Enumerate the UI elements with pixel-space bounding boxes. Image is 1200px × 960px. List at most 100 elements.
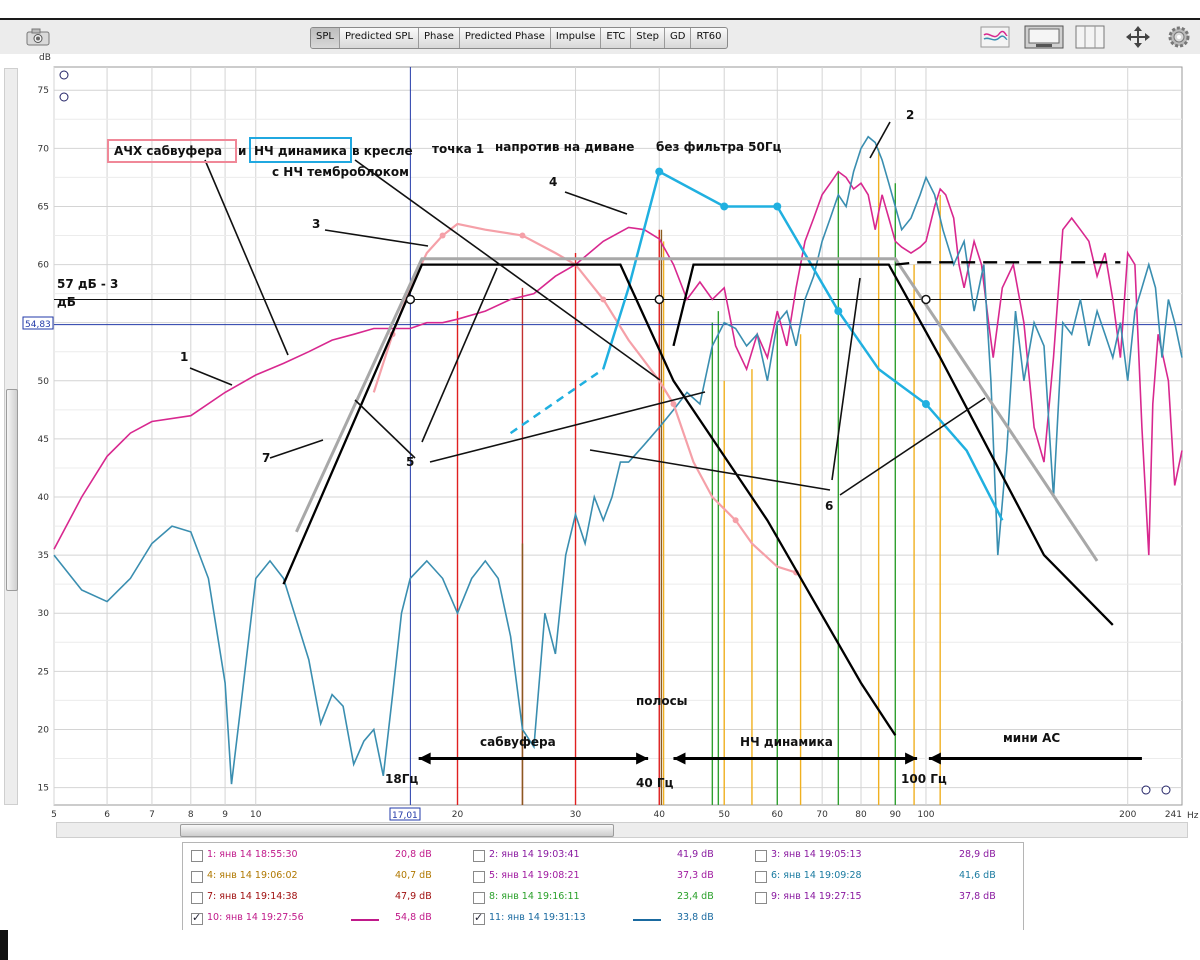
horizontal-scroll-thumb[interactable] bbox=[180, 824, 614, 837]
x-tick-label: 7 bbox=[149, 810, 155, 820]
y-tick-label: 20 bbox=[38, 725, 50, 735]
x-tick-label: 50 bbox=[718, 810, 730, 820]
legend-label[interactable]: 5: янв 14 19:08:21 bbox=[489, 870, 580, 881]
x-tick-label: 10 bbox=[250, 810, 262, 820]
legend-checkbox[interactable] bbox=[473, 892, 485, 904]
camera-icon[interactable] bbox=[26, 28, 50, 46]
split-view-icon[interactable] bbox=[1075, 25, 1105, 49]
move-arrows-icon[interactable] bbox=[1123, 25, 1153, 49]
y-tick-label: 30 bbox=[38, 609, 50, 619]
legend-label[interactable]: 1: янв 14 18:55:30 bbox=[207, 849, 298, 860]
cyan-curve-point bbox=[773, 202, 782, 211]
title-box-blue bbox=[249, 137, 352, 163]
series-point bbox=[732, 517, 739, 524]
series-point bbox=[519, 232, 526, 239]
tab-predicted-spl[interactable]: Predicted SPL bbox=[340, 28, 420, 48]
leader-4 bbox=[564, 191, 628, 215]
tab-impulse[interactable]: Impulse bbox=[551, 28, 602, 48]
legend-checkbox[interactable] bbox=[473, 850, 485, 862]
zoom-x-out-icon[interactable] bbox=[1161, 785, 1171, 795]
legend-label[interactable]: 2: янв 14 19:03:41 bbox=[489, 849, 580, 860]
vertical-scroll-thumb[interactable] bbox=[6, 389, 18, 591]
legend-value: 54,8 dB bbox=[395, 912, 432, 923]
bottom-corner bbox=[0, 930, 8, 960]
zoom-in-icon[interactable] bbox=[59, 70, 69, 80]
legend-label[interactable]: 11: янв 14 19:31:13 bbox=[489, 912, 586, 923]
callout-4: 4 bbox=[549, 175, 557, 189]
freq-18-label: 18Гц bbox=[385, 772, 418, 786]
callout-3: 3 bbox=[312, 217, 320, 231]
legend-checkbox[interactable] bbox=[755, 892, 767, 904]
y-tick-label: 45 bbox=[38, 435, 49, 445]
legend-label[interactable]: 9: янв 14 19:27:15 bbox=[771, 891, 862, 902]
black-filter-sub bbox=[282, 263, 897, 736]
series-point bbox=[600, 296, 607, 303]
series-line bbox=[53, 135, 1183, 785]
y-tick-label: 75 bbox=[38, 86, 49, 96]
tab-spl[interactable]: SPL bbox=[311, 28, 340, 48]
legend-label[interactable]: 3: янв 14 19:05:13 bbox=[771, 849, 862, 860]
legend-checkbox[interactable] bbox=[473, 911, 485, 925]
x-tick-label: 30 bbox=[570, 810, 582, 820]
legend-label[interactable]: 6: янв 14 19:09:28 bbox=[771, 870, 862, 881]
band-mini-label: мини АС bbox=[1003, 731, 1060, 745]
zoom-icons-top bbox=[59, 70, 1171, 795]
display-icon[interactable] bbox=[1024, 25, 1064, 49]
legend-checkbox[interactable] bbox=[473, 871, 485, 883]
crossover-point bbox=[405, 294, 416, 305]
cyan-curve bbox=[602, 169, 1004, 521]
arrow-head bbox=[905, 752, 918, 765]
legend-value: 23,4 dB bbox=[677, 891, 714, 902]
band-marker-lines bbox=[54, 67, 1182, 805]
bottom-strip bbox=[0, 930, 1200, 960]
legend-label[interactable]: 4: янв 14 19:06:02 bbox=[207, 870, 298, 881]
y-axis-ticks: 15 20 25 30 35 40 45 50 55 60 65 70 75 bbox=[38, 86, 50, 793]
annotations: АЧХ сабвуфера и НЧ динамика в кресле точ… bbox=[57, 108, 1060, 790]
tab-gd[interactable]: GD bbox=[665, 28, 692, 48]
x-tick-label: 20 bbox=[452, 810, 464, 820]
y-tick-label: 35 bbox=[38, 551, 49, 561]
callout-1: 1 bbox=[180, 350, 188, 364]
legend-value: 37,8 dB bbox=[959, 891, 996, 902]
zoom-x-in-icon[interactable] bbox=[1141, 785, 1151, 795]
legend-checkbox[interactable] bbox=[755, 871, 767, 883]
graph-controls-icon[interactable] bbox=[980, 25, 1010, 49]
zoom-out-icon[interactable] bbox=[59, 92, 69, 102]
x-tick-label: 200 bbox=[1119, 810, 1136, 820]
x-tick-label: 40 bbox=[654, 810, 666, 820]
legend-value: 28,9 dB bbox=[959, 849, 996, 860]
legend-value: 20,8 dB bbox=[395, 849, 432, 860]
series-point bbox=[389, 331, 396, 338]
legend-checkbox[interactable] bbox=[755, 850, 767, 862]
legend-checkbox[interactable] bbox=[191, 892, 203, 904]
leader-6b bbox=[831, 277, 861, 481]
legend-label[interactable]: 10: янв 14 19:27:56 bbox=[207, 912, 304, 923]
legend-label[interactable]: 8: янв 14 19:16:11 bbox=[489, 891, 580, 902]
cyan-curve-dashed bbox=[509, 368, 604, 435]
tab-predicted-phase[interactable]: Predicted Phase bbox=[460, 28, 551, 48]
legend-label[interactable]: 7: янв 14 19:14:38 bbox=[207, 891, 298, 902]
overlay-shapes bbox=[189, 121, 1142, 765]
leader-5b bbox=[421, 267, 498, 443]
y-tick-label: 55 bbox=[38, 319, 49, 329]
legend-checkbox[interactable] bbox=[191, 911, 203, 925]
legend-checkbox[interactable] bbox=[191, 850, 203, 862]
tab-step[interactable]: Step bbox=[631, 28, 666, 48]
title-part-e: точка 1 bbox=[432, 142, 484, 156]
callout-5: 5 bbox=[406, 455, 414, 469]
horizontal-scrollbar[interactable] bbox=[56, 822, 1188, 838]
legend-checkbox[interactable] bbox=[191, 871, 203, 883]
band-woofer-label: НЧ динамика bbox=[740, 735, 833, 749]
vertical-scrollbar[interactable] bbox=[4, 68, 18, 805]
tab-rt60[interactable]: RT60 bbox=[696, 31, 722, 42]
tab-phase[interactable]: Phase bbox=[419, 28, 460, 48]
freq-40-label: 40 Гц bbox=[636, 776, 674, 790]
x-tick-label: 80 bbox=[855, 810, 867, 820]
cursor-x-readout: 17,01 bbox=[389, 807, 421, 821]
leader-2 bbox=[869, 121, 891, 159]
gear-icon[interactable] bbox=[1168, 25, 1190, 49]
cursor-x-readout-text: 17,01 bbox=[392, 811, 418, 821]
x-axis-ticks: 5 6 7 8 9 10 20 30 40 50 60 70 80 90 100 200 241 bbox=[51, 810, 1182, 820]
tab-etc[interactable]: ETC bbox=[601, 28, 632, 48]
